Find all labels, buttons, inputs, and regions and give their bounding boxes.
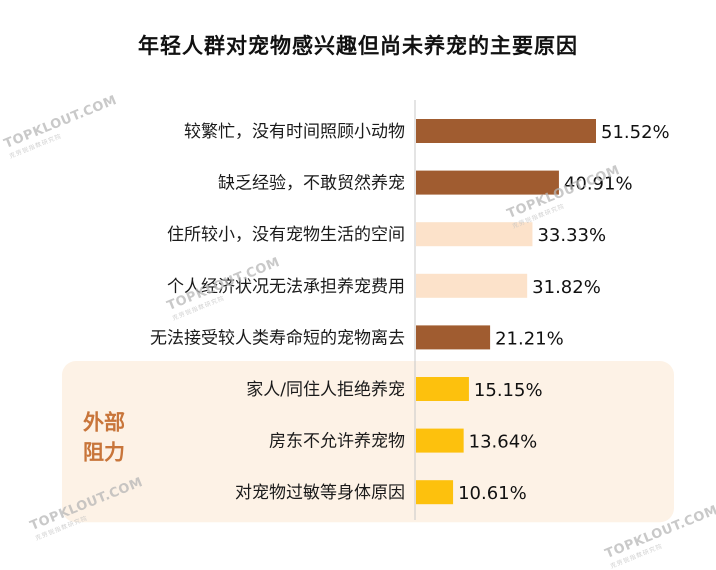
value-label: 51.52% (601, 122, 670, 143)
bar (416, 170, 559, 195)
bar (416, 428, 464, 453)
category-label: 住所较小，没有宠物生活的空间 (167, 225, 405, 245)
category-label: 家人/同住人拒绝养宠 (246, 380, 405, 400)
category-label: 个人经济状况无法承担养宠费用 (167, 277, 405, 297)
bar (416, 377, 469, 401)
value-label: 21.21% (495, 328, 564, 349)
labels-layer: 较繁忙，没有时间照顾小动物 51.52% 缺乏经验，不敢贸然养宠 40.91% 住所较小… (150, 122, 670, 504)
bar (416, 480, 454, 505)
category-label: 房东不允许养宠物 (269, 432, 405, 452)
group-label: 外部 (83, 411, 125, 435)
category-label: 无法接受较人类寿命短的宠物离去 (150, 328, 405, 348)
value-label: 13.64% (469, 432, 538, 453)
value-label: 40.91% (564, 174, 633, 195)
bar (416, 222, 533, 247)
value-label: 33.33% (537, 225, 606, 246)
bar (416, 119, 596, 143)
group-box (62, 361, 674, 523)
value-label: 31.82% (532, 277, 601, 298)
category-label: 缺乏经验，不敢贸然养宠 (218, 174, 405, 194)
chart-title: 年轻人群对宠物感兴趣但尚未养宠的主要原因 (138, 34, 578, 58)
group-label: 阻力 (83, 441, 125, 465)
bar (416, 325, 491, 350)
category-label: 较繁忙，没有时间照顾小动物 (184, 122, 405, 142)
value-label: 15.15% (474, 380, 543, 401)
category-label: 对宠物过敏等身体原因 (235, 483, 405, 503)
value-label: 10.61% (458, 483, 527, 504)
bar (416, 273, 528, 298)
bars-layer (414, 100, 596, 520)
